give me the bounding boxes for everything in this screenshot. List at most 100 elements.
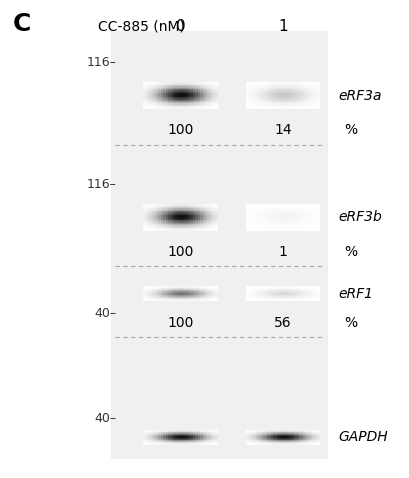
Bar (299, 86, 302, 88)
Bar (245, 226, 248, 228)
Bar (309, 99, 312, 101)
Bar (297, 294, 300, 295)
Bar (163, 295, 166, 297)
Bar (267, 221, 270, 223)
Bar (178, 100, 180, 102)
Bar (202, 87, 205, 89)
Bar (163, 99, 166, 101)
Bar (267, 443, 270, 444)
Bar (314, 440, 317, 441)
Bar (155, 221, 158, 223)
Bar (309, 102, 312, 104)
Bar (146, 94, 148, 96)
Bar (302, 430, 305, 432)
Bar (304, 441, 307, 443)
Bar (312, 444, 315, 445)
Bar (307, 293, 310, 294)
Bar (209, 441, 212, 443)
Bar (163, 107, 166, 109)
Bar (255, 85, 258, 87)
Bar (148, 217, 151, 219)
Bar (182, 216, 185, 217)
Bar (302, 83, 305, 85)
Bar (143, 99, 146, 101)
Bar (302, 291, 305, 292)
Bar (275, 107, 278, 109)
Bar (180, 205, 183, 207)
Bar (200, 103, 202, 105)
Bar (190, 212, 193, 214)
Bar (307, 291, 310, 292)
Bar (185, 102, 188, 104)
Bar (200, 430, 202, 431)
Bar (287, 104, 290, 106)
Bar (195, 289, 198, 291)
Bar (214, 443, 217, 444)
Bar (207, 103, 210, 105)
Bar (285, 433, 288, 435)
Bar (292, 444, 295, 445)
Bar (148, 299, 151, 301)
Bar (248, 107, 251, 109)
Bar (148, 298, 151, 299)
Bar (165, 293, 168, 294)
Bar (250, 438, 253, 439)
Bar (248, 438, 251, 439)
Bar (263, 440, 265, 441)
Bar (214, 90, 217, 92)
Bar (302, 104, 305, 106)
Bar (317, 288, 319, 290)
Bar (307, 85, 310, 87)
Bar (270, 100, 273, 102)
Bar (182, 441, 185, 443)
Bar (204, 298, 207, 299)
Bar (280, 295, 283, 297)
Bar (282, 88, 285, 90)
Bar (285, 292, 288, 293)
Bar (253, 226, 256, 228)
Bar (317, 224, 319, 225)
Bar (165, 104, 168, 106)
Bar (299, 292, 302, 293)
Bar (143, 434, 146, 435)
Bar (168, 298, 171, 300)
Bar (250, 210, 253, 212)
Bar (173, 433, 175, 435)
Bar (282, 297, 285, 298)
Bar (263, 430, 265, 431)
Bar (290, 229, 292, 230)
Bar (151, 218, 153, 220)
Bar (192, 433, 195, 434)
Bar (248, 204, 251, 206)
Bar (178, 287, 180, 288)
Bar (302, 221, 305, 223)
Bar (146, 102, 148, 104)
Bar (297, 288, 300, 290)
Bar (309, 213, 312, 215)
Bar (165, 298, 168, 300)
Bar (299, 87, 302, 89)
Bar (312, 100, 315, 102)
Bar (195, 103, 198, 105)
Bar (200, 292, 202, 293)
Bar (317, 221, 319, 223)
Bar (265, 221, 268, 223)
Bar (170, 216, 173, 217)
Bar (212, 220, 215, 221)
Bar (168, 435, 171, 437)
Bar (253, 221, 256, 223)
Bar (148, 300, 151, 301)
Bar (187, 218, 190, 220)
Bar (265, 213, 268, 215)
Bar (267, 292, 270, 293)
Bar (250, 229, 253, 230)
Bar (168, 221, 171, 223)
Bar (160, 103, 163, 105)
Bar (285, 440, 288, 441)
Bar (168, 441, 171, 442)
Bar (151, 213, 153, 215)
Bar (265, 106, 268, 108)
Bar (175, 214, 178, 216)
Bar (272, 434, 275, 435)
Bar (158, 433, 161, 434)
